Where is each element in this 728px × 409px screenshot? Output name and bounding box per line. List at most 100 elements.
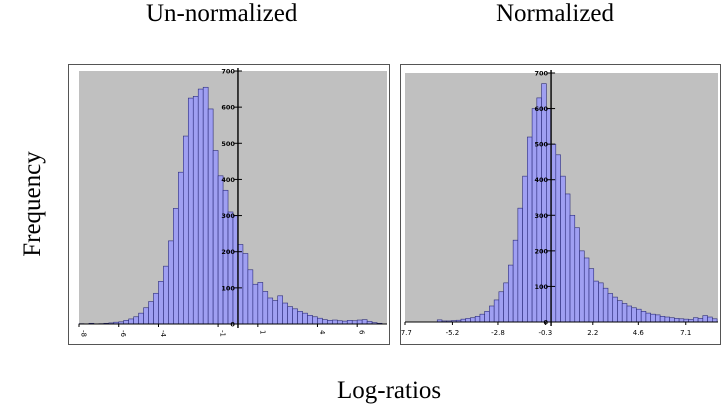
histogram-bar	[138, 312, 144, 325]
histogram-bar	[602, 287, 609, 323]
histogram-bar	[247, 269, 254, 325]
histogram-bar	[626, 305, 632, 323]
y-tick-label: 100	[534, 283, 548, 291]
histogram-bar	[588, 268, 595, 323]
x-tick-label: -7.7	[401, 329, 412, 337]
histogram-bar	[143, 307, 149, 325]
histogram-bar	[237, 244, 244, 325]
x-tick-label: -4	[159, 330, 167, 338]
histogram-bar	[470, 317, 476, 323]
histogram-bar	[356, 319, 363, 325]
histogram-bar	[522, 175, 528, 323]
histogram-bar	[192, 95, 199, 325]
histogram-bar	[669, 317, 675, 323]
histogram-bar	[650, 313, 656, 323]
x-tick-label: -1	[219, 330, 227, 337]
histogram-panel-unnormalized: 0 100 200 300 400 500 600 700 -8 -6 -4 -1 1 4 6	[68, 64, 390, 345]
histogram-bar	[664, 316, 670, 323]
histogram-bar	[693, 317, 699, 323]
histogram-bar	[187, 97, 194, 325]
y-tick-label: 600	[534, 105, 548, 113]
histogram-panel-normalized: 0 100 200 300 400 500 600 700 -7.7 -5.2 -2.8 -0.3 2.…	[398, 64, 721, 345]
histogram-bar	[598, 282, 604, 323]
histogram-bar	[212, 150, 219, 325]
histogram-bar	[498, 291, 504, 323]
histogram-bar	[697, 318, 704, 323]
histogram-bar	[465, 318, 471, 323]
x-tick-label: -5.2	[446, 329, 460, 337]
x-tick-label: -8	[80, 330, 88, 337]
histogram-bar	[655, 314, 661, 323]
x-tick-label: 4	[318, 330, 326, 335]
histogram-bar	[297, 311, 303, 325]
x-tick-label: -2.8	[491, 329, 505, 337]
histogram-bar	[564, 193, 571, 323]
chart-title-right: Normalized	[496, 0, 615, 27]
histogram-bar	[148, 301, 154, 325]
histogram-bar	[227, 211, 234, 325]
x-tick-label: 4.6	[633, 329, 645, 337]
histogram-bar	[707, 316, 713, 323]
histogram-bar	[202, 86, 209, 325]
histogram-bar	[508, 264, 514, 323]
histogram-bar	[474, 316, 481, 323]
histogram-bar	[636, 308, 642, 323]
histogram-bar	[612, 296, 618, 323]
histogram-bar	[292, 308, 298, 325]
histogram-unnormalized: 0 100 200 300 400 500 600 700 -8 -6 -4 -1 1 4 6	[78, 68, 387, 338]
histogram-bar	[178, 171, 184, 325]
y-tick-label: 400	[221, 176, 235, 184]
x-tick-label: 7.1	[680, 329, 691, 337]
histogram-bar	[617, 300, 623, 323]
y-tick-label: 300	[534, 212, 548, 220]
histogram-bar	[307, 315, 313, 325]
histogram-bar	[322, 319, 328, 325]
histogram-bar	[327, 320, 333, 325]
y-tick-label: 500	[221, 140, 235, 148]
histogram-bar	[123, 320, 129, 325]
histogram-bar	[560, 175, 566, 323]
histogram-bar	[512, 239, 519, 323]
histogram-bar	[312, 316, 318, 325]
histogram-bar	[489, 305, 495, 323]
histogram-bar	[503, 282, 509, 323]
histogram-bar	[183, 135, 189, 325]
y-tick-label: 600	[221, 104, 235, 112]
histogram-bar	[569, 214, 576, 323]
y-tick-label: 700	[534, 70, 548, 78]
histogram-bar	[479, 313, 485, 323]
y-tick-label: 200	[534, 247, 548, 255]
histogram-bar	[579, 250, 585, 323]
histogram-bar	[242, 253, 249, 325]
y-tick-label: 100	[221, 284, 235, 292]
histogram-bar	[262, 291, 269, 325]
histogram-bar	[257, 282, 264, 325]
histogram-bar	[287, 306, 293, 325]
histogram-bar	[197, 88, 204, 325]
histogram-bar	[555, 154, 561, 323]
histogram-bar	[267, 297, 274, 325]
x-tick-label: 6	[358, 330, 366, 335]
x-tick-label: 1	[258, 330, 266, 334]
histogram-bar	[659, 316, 666, 323]
histogram-bar	[621, 303, 628, 323]
x-tick-label: 2.2	[587, 329, 598, 337]
histogram-bar	[207, 108, 214, 325]
histogram-bar	[550, 143, 557, 323]
histogram-bar	[645, 312, 651, 323]
histogram-bar	[158, 281, 164, 325]
histogram-bar	[272, 300, 279, 325]
histogram-bar	[593, 280, 599, 323]
histogram-normalized: 0 100 200 300 400 500 600 700 -7.7 -5.2 -2.8 -0.3 2.…	[398, 70, 718, 337]
y-tick-label: 0	[230, 321, 235, 329]
histogram-bar	[173, 208, 179, 325]
histogram-bar	[517, 207, 523, 323]
histogram-bar	[133, 316, 139, 325]
y-tick-label: 200	[221, 248, 235, 256]
x-axis-label: Log-ratios	[337, 377, 442, 404]
y-tick-label: 500	[534, 141, 548, 149]
y-tick-label: 0	[544, 319, 549, 327]
y-tick-label: 700	[221, 68, 235, 76]
histogram-bar	[317, 317, 323, 325]
x-tick-label: -6	[119, 330, 127, 338]
